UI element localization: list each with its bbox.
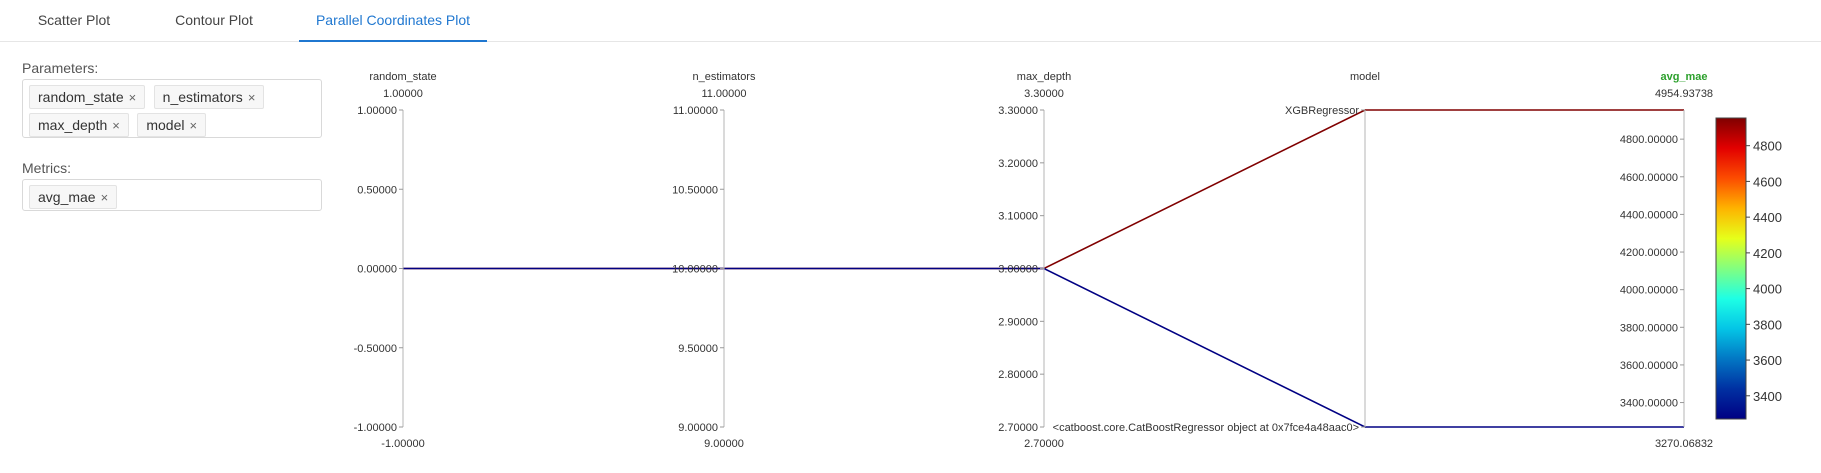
close-icon[interactable]: × [189, 118, 198, 133]
axis-title-n_estimators: n_estimators [693, 71, 756, 83]
tick-label: 1.00000 [357, 105, 397, 117]
tab-scatter-plot[interactable]: Scatter Plot [37, 12, 111, 28]
metrics-select[interactable]: avg_mae × [22, 179, 322, 211]
tick-label: 4600.00000 [1620, 172, 1678, 184]
chip-label: model [146, 117, 185, 133]
axis-title-max_depth: max_depth [1017, 71, 1071, 83]
tick-label: 0.00000 [357, 264, 397, 276]
tick-label: 4800.00000 [1620, 134, 1678, 146]
parameters-label: Parameters: [22, 60, 99, 76]
chip-label: n_estimators [162, 89, 243, 105]
close-icon[interactable]: × [100, 190, 109, 205]
tick-label: XGBRegressor [1285, 105, 1359, 117]
chip-random-state: random_state × [29, 85, 146, 109]
tick-label: <catboost.core.CatBoostRegressor object … [1053, 422, 1359, 434]
chip-n-estimators: n_estimators × [153, 85, 265, 109]
tick-label: 3.00000 [998, 264, 1038, 276]
chip-avg-mae: avg_mae × [29, 185, 118, 209]
tick-label: 3.30000 [998, 105, 1038, 117]
axis-max-label: 3.30000 [1024, 88, 1064, 100]
tick-label: 3400.00000 [1620, 398, 1678, 410]
axis-max-label: 11.00000 [701, 88, 746, 100]
tick-label: 10.50000 [672, 184, 718, 196]
colorbar-tick-label: 3800 [1753, 317, 1782, 332]
colorbar-tick-label: 4600 [1753, 174, 1782, 189]
parameters-select[interactable]: random_state × n_estimators × max_depth × m… [22, 79, 322, 138]
tick-label: 2.90000 [998, 316, 1038, 328]
axis-title-random_state: random_state [369, 71, 436, 83]
colorbar [1715, 117, 1747, 420]
close-icon[interactable]: × [128, 90, 137, 105]
tab-parallel-coordinates-plot[interactable]: Parallel Coordinates Plot [299, 0, 487, 42]
tick-label: 4200.00000 [1620, 247, 1678, 259]
close-icon[interactable]: × [112, 118, 120, 133]
colorbar-tick-label: 4800 [1753, 139, 1782, 154]
colorbar-tick-label: 4200 [1753, 246, 1782, 261]
axis-min-label: 3270.06832 [1655, 438, 1713, 450]
tick-label: 3.20000 [998, 158, 1038, 170]
tick-label: -1.00000 [354, 422, 397, 434]
tick-label: 2.70000 [998, 422, 1038, 434]
tick-label: -0.50000 [354, 343, 397, 355]
tick-label: 4000.00000 [1620, 285, 1678, 297]
tab-contour-plot[interactable]: Contour Plot [175, 12, 253, 28]
axis-max-label: 1.00000 [383, 88, 423, 100]
colorbar-tick-label: 3600 [1753, 353, 1782, 368]
tick-label: 0.50000 [357, 184, 397, 196]
tick-label: 9.50000 [678, 343, 718, 355]
tab-bar: Scatter Plot Contour Plot Parallel Coord… [0, 0, 1821, 42]
axis-min-label: 9.00000 [704, 438, 744, 450]
colorbar-tick-label: 4000 [1753, 282, 1782, 297]
axis-title-avg_mae: avg_mae [1660, 71, 1707, 83]
tick-label: 3.10000 [998, 211, 1038, 223]
axis-min-label: 2.70000 [1024, 438, 1064, 450]
chip-max-depth: max_depth × [29, 113, 129, 137]
tick-label: 3600.00000 [1620, 360, 1678, 372]
colorbar-tick-label: 3400 [1753, 389, 1782, 404]
axis-min-label: -1.00000 [381, 438, 424, 450]
tick-label: 10.00000 [672, 264, 718, 276]
tick-label: 4400.00000 [1620, 209, 1678, 221]
tick-label: 2.80000 [998, 369, 1038, 381]
metrics-label: Metrics: [22, 160, 71, 176]
chip-label: max_depth [38, 117, 108, 133]
chip-label: random_state [38, 89, 124, 105]
tick-label: 9.00000 [678, 422, 718, 434]
axis-max-label: 4954.93738 [1655, 88, 1713, 100]
chip-label: avg_mae [38, 189, 96, 205]
axis-title-model: model [1350, 71, 1380, 83]
tick-label: 3800.00000 [1620, 322, 1678, 334]
close-icon[interactable]: × [247, 90, 256, 105]
colorbar-tick-label: 4400 [1753, 210, 1782, 225]
tick-label: 11.00000 [673, 105, 718, 117]
chip-model: model × [137, 113, 207, 137]
